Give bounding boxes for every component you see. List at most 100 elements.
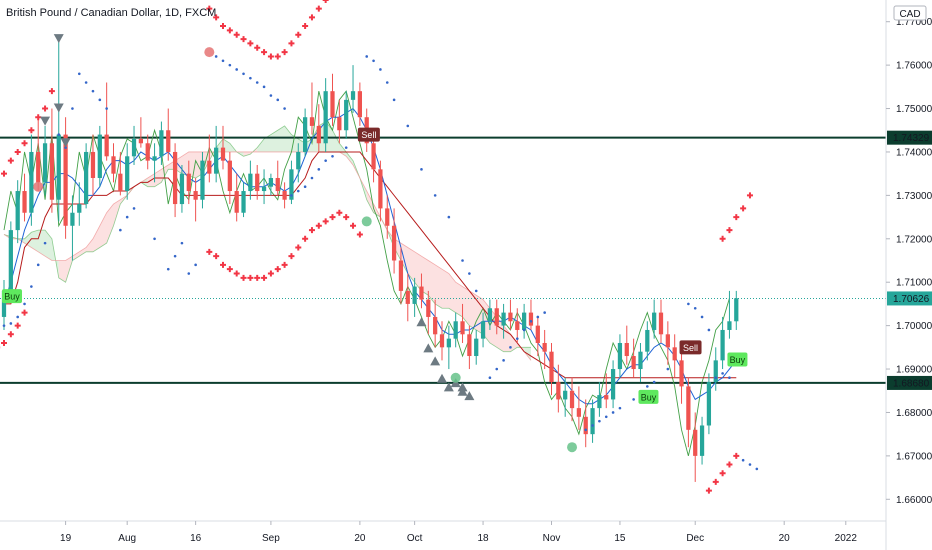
candle-19[interactable]	[131, 125, 137, 165]
candle-30[interactable]	[207, 134, 212, 183]
candle-23[interactable]	[159, 121, 164, 165]
candle-91[interactable]	[624, 325, 629, 365]
candle-93[interactable]	[638, 342, 643, 383]
candle-57[interactable]	[391, 208, 397, 274]
candle-83[interactable]	[569, 377, 575, 422]
candle-66[interactable]	[453, 312, 458, 348]
candle-56[interactable]	[385, 195, 390, 239]
candle-104[interactable]	[713, 347, 718, 391]
candle-22[interactable]	[152, 143, 157, 183]
candle-92[interactable]	[631, 338, 636, 378]
candle-85[interactable]	[583, 399, 588, 448]
candle-107[interactable]	[734, 290, 739, 330]
candle-86[interactable]	[590, 399, 595, 443]
candle-98[interactable]	[672, 334, 677, 378]
candle-80[interactable]	[549, 342, 554, 396]
candle-8[interactable]	[56, 39, 61, 222]
candle-49[interactable]	[337, 99, 342, 144]
candle-68[interactable]	[467, 325, 472, 370]
candle-75[interactable]	[515, 308, 520, 343]
buy-signal-4[interactable]: Buy	[727, 352, 748, 367]
candle-44[interactable]	[303, 108, 308, 157]
candle-72[interactable]	[494, 299, 499, 335]
candle-63[interactable]	[433, 299, 438, 348]
candle-89[interactable]	[610, 360, 616, 409]
candle-5[interactable]	[36, 117, 41, 192]
candle-78[interactable]	[535, 316, 540, 357]
candle-29[interactable]	[200, 151, 205, 209]
candle-45[interactable]	[309, 82, 315, 135]
candle-70[interactable]	[480, 312, 486, 348]
candle-15[interactable]	[104, 82, 109, 161]
candle-43[interactable]	[296, 143, 301, 183]
candle-13[interactable]	[90, 134, 96, 196]
candle-52[interactable]	[357, 82, 362, 126]
candle-2[interactable]	[15, 180, 20, 244]
sell-signal-3[interactable]: Sell	[679, 340, 702, 355]
candle-37[interactable]	[255, 164, 260, 200]
candle-87[interactable]	[597, 382, 602, 417]
candle-60[interactable]	[412, 277, 417, 317]
candle-35[interactable]	[241, 182, 246, 218]
candle-61[interactable]	[419, 273, 424, 309]
candle-9[interactable]	[63, 117, 68, 239]
candle-67[interactable]	[460, 303, 465, 343]
candle-105[interactable]	[720, 316, 725, 370]
candle-106[interactable]	[727, 290, 732, 339]
candle-34[interactable]	[234, 173, 239, 222]
candle-76[interactable]	[522, 303, 527, 339]
candle-77[interactable]	[528, 299, 534, 330]
candle-47[interactable]	[323, 78, 328, 152]
candle-3[interactable]	[22, 173, 27, 222]
candle-99[interactable]	[679, 351, 684, 404]
candle-39[interactable]	[268, 173, 274, 196]
candle-46[interactable]	[316, 104, 321, 152]
candle-64[interactable]	[439, 321, 445, 361]
candle-103[interactable]	[706, 373, 712, 435]
candle-65[interactable]	[446, 325, 451, 370]
candle-62[interactable]	[426, 290, 431, 335]
candle-41[interactable]	[282, 182, 287, 209]
sell-signal-1[interactable]: Sell	[357, 127, 380, 142]
candle-59[interactable]	[405, 273, 410, 322]
candle-24[interactable]	[166, 108, 171, 161]
candle-14[interactable]	[97, 125, 102, 187]
candle-26[interactable]	[179, 164, 185, 213]
candle-6[interactable]	[42, 125, 48, 196]
candle-25[interactable]	[172, 143, 178, 218]
candle-82[interactable]	[563, 377, 568, 417]
candle-20[interactable]	[138, 117, 143, 148]
candle-74[interactable]	[508, 299, 513, 330]
candle-4[interactable]	[29, 134, 34, 226]
candle-16[interactable]	[111, 143, 116, 183]
candle-79[interactable]	[542, 329, 547, 370]
candle-102[interactable]	[699, 416, 705, 465]
candle-84[interactable]	[576, 386, 581, 430]
candle-27[interactable]	[186, 160, 191, 205]
buy-signal-0[interactable]: Buy	[2, 289, 22, 304]
currency-badge[interactable]	[893, 5, 927, 21]
candle-42[interactable]	[289, 160, 294, 205]
candle-96[interactable]	[658, 299, 664, 343]
candle-11[interactable]	[77, 182, 82, 226]
candle-12[interactable]	[84, 143, 89, 209]
candle-54[interactable]	[371, 134, 376, 183]
candle-100[interactable]	[686, 377, 691, 448]
candle-55[interactable]	[378, 160, 383, 222]
candle-51[interactable]	[350, 65, 356, 113]
candle-32[interactable]	[220, 125, 226, 170]
candle-58[interactable]	[398, 247, 404, 304]
candle-38[interactable]	[261, 169, 267, 205]
candle-101[interactable]	[693, 412, 698, 482]
candle-21[interactable]	[145, 134, 150, 170]
candle-18[interactable]	[125, 143, 130, 200]
candle-50[interactable]	[344, 91, 349, 139]
candle-17[interactable]	[118, 151, 123, 196]
candle-10[interactable]	[70, 195, 75, 261]
candle-36[interactable]	[248, 160, 253, 200]
candle-73[interactable]	[501, 303, 506, 339]
candle-28[interactable]	[193, 178, 198, 222]
candle-90[interactable]	[617, 334, 623, 378]
candle-7[interactable]	[49, 108, 55, 213]
